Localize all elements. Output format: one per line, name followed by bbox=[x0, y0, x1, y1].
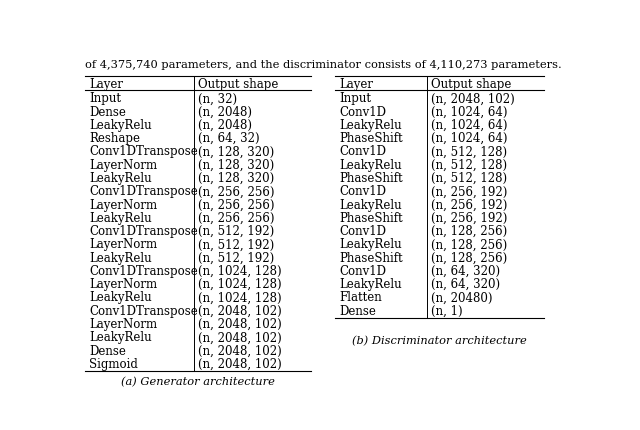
Text: (n, 512, 192): (n, 512, 192) bbox=[198, 251, 275, 264]
Text: PhaseShift: PhaseShift bbox=[339, 211, 403, 224]
Text: LeakyRelu: LeakyRelu bbox=[339, 277, 402, 291]
Text: (n, 256, 192): (n, 256, 192) bbox=[431, 185, 508, 198]
Text: LayerNorm: LayerNorm bbox=[89, 198, 157, 211]
Text: Layer: Layer bbox=[89, 78, 123, 91]
Text: (n, 1024, 128): (n, 1024, 128) bbox=[198, 264, 282, 277]
Text: (n, 2048, 102): (n, 2048, 102) bbox=[198, 304, 282, 317]
Text: Conv1D: Conv1D bbox=[339, 105, 387, 118]
Text: (n, 128, 256): (n, 128, 256) bbox=[431, 224, 508, 237]
Text: Conv1DTranspose: Conv1DTranspose bbox=[89, 185, 198, 198]
Text: (n, 1024, 128): (n, 1024, 128) bbox=[198, 277, 282, 291]
Text: (n, 1024, 64): (n, 1024, 64) bbox=[431, 132, 508, 145]
Text: (n, 512, 192): (n, 512, 192) bbox=[198, 224, 275, 237]
Text: (n, 2048, 102): (n, 2048, 102) bbox=[198, 331, 282, 344]
Text: LeakyRelu: LeakyRelu bbox=[89, 291, 152, 304]
Text: LayerNorm: LayerNorm bbox=[89, 158, 157, 171]
Text: LayerNorm: LayerNorm bbox=[89, 238, 157, 251]
Text: (n, 1024, 64): (n, 1024, 64) bbox=[431, 105, 508, 118]
Text: Dense: Dense bbox=[89, 344, 126, 357]
Text: Dense: Dense bbox=[339, 304, 376, 317]
Text: (n, 128, 320): (n, 128, 320) bbox=[198, 158, 275, 171]
Text: Conv1D: Conv1D bbox=[339, 224, 387, 237]
Text: LeakyRelu: LeakyRelu bbox=[89, 211, 152, 224]
Text: (n, 64, 320): (n, 64, 320) bbox=[431, 264, 500, 277]
Text: Sigmoid: Sigmoid bbox=[89, 357, 138, 370]
Text: (n, 512, 128): (n, 512, 128) bbox=[431, 158, 508, 171]
Text: (n, 256, 192): (n, 256, 192) bbox=[431, 198, 508, 211]
Text: (n, 512, 192): (n, 512, 192) bbox=[198, 238, 275, 251]
Text: LeakyRelu: LeakyRelu bbox=[339, 158, 402, 171]
Text: (n, 128, 320): (n, 128, 320) bbox=[198, 145, 275, 158]
Text: (n, 2048, 102): (n, 2048, 102) bbox=[198, 344, 282, 357]
Text: LayerNorm: LayerNorm bbox=[89, 277, 157, 291]
Text: (n, 1024, 64): (n, 1024, 64) bbox=[431, 119, 508, 132]
Text: of 4,375,740 parameters, and the discriminator consists of 4,110,273 parameters.: of 4,375,740 parameters, and the discrim… bbox=[85, 60, 562, 70]
Text: (n, 1024, 128): (n, 1024, 128) bbox=[198, 291, 282, 304]
Text: LeakyRelu: LeakyRelu bbox=[89, 331, 152, 344]
Text: LeakyRelu: LeakyRelu bbox=[89, 119, 152, 132]
Text: Conv1D: Conv1D bbox=[339, 264, 387, 277]
Text: Conv1DTranspose: Conv1DTranspose bbox=[89, 145, 198, 158]
Text: Conv1DTranspose: Conv1DTranspose bbox=[89, 264, 198, 277]
Text: (n, 256, 192): (n, 256, 192) bbox=[431, 211, 508, 224]
Text: Conv1DTranspose: Conv1DTranspose bbox=[89, 224, 198, 237]
Text: (n, 20480): (n, 20480) bbox=[431, 291, 493, 304]
Text: Dense: Dense bbox=[89, 105, 126, 118]
Text: LeakyRelu: LeakyRelu bbox=[89, 172, 152, 184]
Text: Input: Input bbox=[339, 92, 371, 105]
Text: LeakyRelu: LeakyRelu bbox=[339, 238, 402, 251]
Text: Flatten: Flatten bbox=[339, 291, 382, 304]
Text: LayerNorm: LayerNorm bbox=[89, 317, 157, 330]
Text: LeakyRelu: LeakyRelu bbox=[89, 251, 152, 264]
Text: (n, 512, 128): (n, 512, 128) bbox=[431, 172, 508, 184]
Text: Output shape: Output shape bbox=[431, 78, 511, 91]
Text: (n, 2048, 102): (n, 2048, 102) bbox=[198, 317, 282, 330]
Text: (n, 256, 256): (n, 256, 256) bbox=[198, 198, 275, 211]
Text: Layer: Layer bbox=[339, 78, 373, 91]
Text: PhaseShift: PhaseShift bbox=[339, 132, 403, 145]
Text: (n, 64, 32): (n, 64, 32) bbox=[198, 132, 260, 145]
Text: (n, 512, 128): (n, 512, 128) bbox=[431, 145, 508, 158]
Text: PhaseShift: PhaseShift bbox=[339, 172, 403, 184]
Text: (n, 64, 320): (n, 64, 320) bbox=[431, 277, 500, 291]
Text: (n, 2048, 102): (n, 2048, 102) bbox=[431, 92, 515, 105]
Text: (n, 2048): (n, 2048) bbox=[198, 119, 252, 132]
Text: Reshape: Reshape bbox=[89, 132, 140, 145]
Text: Conv1D: Conv1D bbox=[339, 185, 387, 198]
Text: (b) Discriminator architecture: (b) Discriminator architecture bbox=[352, 335, 527, 345]
Text: (n, 2048): (n, 2048) bbox=[198, 105, 252, 118]
Text: (n, 256, 256): (n, 256, 256) bbox=[198, 211, 275, 224]
Text: LeakyRelu: LeakyRelu bbox=[339, 119, 402, 132]
Text: (n, 2048, 102): (n, 2048, 102) bbox=[198, 357, 282, 370]
Text: Output shape: Output shape bbox=[198, 78, 278, 91]
Text: Conv1DTranspose: Conv1DTranspose bbox=[89, 304, 198, 317]
Text: (n, 32): (n, 32) bbox=[198, 92, 237, 105]
Text: Input: Input bbox=[89, 92, 121, 105]
Text: (a) Generator architecture: (a) Generator architecture bbox=[121, 376, 275, 387]
Text: PhaseShift: PhaseShift bbox=[339, 251, 403, 264]
Text: (n, 128, 320): (n, 128, 320) bbox=[198, 172, 275, 184]
Text: (n, 256, 256): (n, 256, 256) bbox=[198, 185, 275, 198]
Text: Conv1D: Conv1D bbox=[339, 145, 387, 158]
Text: (n, 128, 256): (n, 128, 256) bbox=[431, 251, 508, 264]
Text: LeakyRelu: LeakyRelu bbox=[339, 198, 402, 211]
Text: (n, 1): (n, 1) bbox=[431, 304, 463, 317]
Text: (n, 128, 256): (n, 128, 256) bbox=[431, 238, 508, 251]
